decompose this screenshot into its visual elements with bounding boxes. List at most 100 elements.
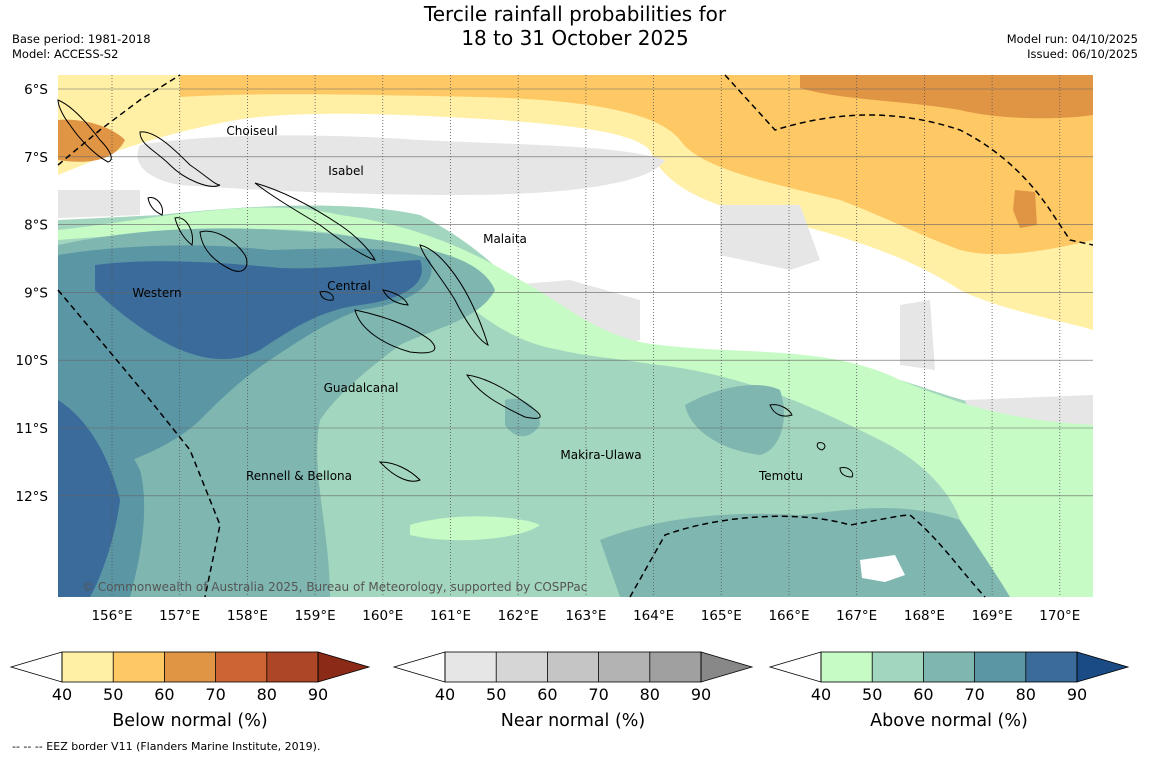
- lat-axis: 6°S 7°S 8°S 9°S 10°S 11°S 12°S: [16, 82, 49, 505]
- lon-tick-label: 157°E: [159, 608, 200, 624]
- field-above-60d: [600, 508, 1010, 597]
- colorbar-tick-label: 90: [308, 685, 328, 704]
- colorbar-over-arrow: [1076, 651, 1130, 683]
- field-above-40: [58, 207, 1093, 597]
- label-western: Western: [132, 286, 181, 300]
- issued-date: Issued: 06/10/2025: [1027, 47, 1138, 61]
- island-makira: [465, 374, 541, 419]
- colorbar-tick-label: 80: [1016, 685, 1036, 704]
- copyright-notice: © Commonwealth of Australia 2025, Bureau…: [82, 580, 588, 594]
- lon-tick-label: 158°E: [227, 608, 268, 624]
- lon-tick-label: 165°E: [701, 608, 742, 624]
- field-near-3: [720, 205, 820, 270]
- colorbar-tick-label: 70: [964, 685, 984, 704]
- field-below-60b: [1013, 190, 1037, 228]
- colorbar-segment: [62, 652, 114, 682]
- island-malaita: [419, 244, 489, 346]
- colorbar-tick-label: 40: [52, 685, 72, 704]
- field-above-80b: [58, 400, 120, 597]
- field-below-60: [800, 75, 1093, 119]
- colorbar-segment: [215, 652, 267, 682]
- colorbar-segment: [872, 652, 924, 682]
- colorbar-tick-label: 60: [537, 685, 557, 704]
- label-rennell: Rennell & Bellona: [246, 469, 352, 483]
- label-choiseul: Choiseul: [226, 124, 277, 138]
- label-isabel: Isabel: [328, 164, 363, 178]
- label-guadalcanal: Guadalcanal: [324, 381, 399, 395]
- field-above-80: [95, 260, 422, 360]
- eez-borders: [57, 74, 1094, 598]
- colorbar-segment: [266, 652, 318, 682]
- base-period: Base period: 1981-2018: [12, 32, 151, 46]
- colorbar-tick-label: 80: [257, 685, 277, 704]
- title-line-2: 18 to 31 October 2025: [461, 26, 689, 50]
- colorbar-near: 40 50 60 70 80 90 Near normal (%): [392, 651, 754, 731]
- lon-tick-label: 166°E: [768, 608, 809, 624]
- lon-tick-label: 162°E: [498, 608, 539, 624]
- colorbar-tick-label: 90: [691, 685, 711, 704]
- lon-tick-label: 163°E: [565, 608, 606, 624]
- lat-tick-label: 11°S: [16, 421, 49, 437]
- lon-tick-label: 167°E: [836, 608, 877, 624]
- colorbar-title: Near normal (%): [501, 711, 646, 731]
- lon-tick-label: 168°E: [904, 608, 945, 624]
- colorbar-under-arrow: [9, 651, 63, 683]
- colorbar-tick-label: 70: [588, 685, 608, 704]
- colorbar-under-arrow: [768, 651, 822, 683]
- eez-border-4: [629, 514, 986, 598]
- field-gap: [860, 555, 905, 582]
- place-labels: Choiseul Isabel Malaita Western Central …: [132, 124, 803, 483]
- colorbar-title: Above normal (%): [870, 711, 1028, 731]
- colorbar-segment: [923, 652, 975, 682]
- colorbar-tick-label: 90: [1067, 685, 1087, 704]
- field-near-5: [900, 300, 935, 370]
- colorbar-tick-label: 40: [811, 685, 831, 704]
- lon-tick-label: 164°E: [633, 608, 674, 624]
- island-western-1: [174, 217, 194, 246]
- lat-tick-label: 6°S: [24, 82, 48, 98]
- colorbar-tick-label: 70: [205, 685, 225, 704]
- lon-tick-label: 160°E: [362, 608, 403, 624]
- colorbar-segment: [974, 652, 1026, 682]
- map-figure: 6°S 7°S 8°S 9°S 10°S 11°S 12°S 156°E 157°E 158°E…: [16, 74, 1094, 624]
- colorbar-tick-label: 80: [640, 685, 660, 704]
- label-central: Central: [327, 279, 371, 293]
- lon-tick-label: 156°E: [91, 608, 132, 624]
- field-above-60b: [685, 385, 784, 455]
- lat-tick-label: 7°S: [24, 150, 48, 166]
- eez-footer: -- -- -- EEZ border V11 (Flanders Marine…: [12, 740, 321, 753]
- colorbar-segment: [598, 652, 650, 682]
- lon-tick-label: 159°E: [295, 608, 336, 624]
- colorbar-tick-label: 60: [154, 685, 174, 704]
- colorbar-tick-label: 50: [486, 685, 506, 704]
- island-temotu-1: [769, 404, 793, 417]
- lon-tick-label: 169°E: [972, 608, 1013, 624]
- colorbar-segment: [113, 652, 165, 682]
- island-guadalcanal: [354, 309, 436, 354]
- map-title: Tercile rainfall probabilities for 18 to…: [0, 2, 1150, 50]
- colorbar-over-arrow: [700, 651, 754, 683]
- lon-axis: 156°E 157°E 158°E 159°E 160°E 161°E 162°E 163°E…: [91, 608, 1080, 624]
- islands: [57, 99, 854, 482]
- island-central-2: [319, 291, 334, 301]
- island-isabel: [254, 182, 376, 261]
- lon-tick-label: 170°E: [1039, 608, 1080, 624]
- meta-right: Model run: 04/10/2025 Issued: 06/10/2025: [1007, 32, 1138, 62]
- label-makira: Makira-Ulawa: [560, 448, 641, 462]
- colorbars: 40 50 60 70 80 90 Below normal (%) 40 50 60 70 80 9…: [9, 651, 1130, 731]
- model-name: Model: ACCESS-S2: [12, 47, 119, 61]
- field-near-2: [58, 190, 140, 218]
- field-near-1: [137, 135, 666, 195]
- colorbar-above: 40 50 60 70 80 90 Above normal (%): [768, 651, 1130, 731]
- eez-border-3: [724, 74, 1094, 246]
- field-below-50: [180, 75, 1093, 255]
- island-temotu-2: [839, 467, 854, 478]
- lat-tick-label: 10°S: [16, 353, 49, 369]
- colorbar-segment: [164, 652, 216, 682]
- lat-tick-label: 12°S: [16, 489, 49, 505]
- map-fields: [58, 75, 1093, 597]
- label-malaita: Malaita: [483, 232, 527, 246]
- colorbar-segment: [649, 652, 701, 682]
- colorbar-over-arrow: [317, 651, 371, 683]
- model-run: Model run: 04/10/2025: [1006, 32, 1138, 46]
